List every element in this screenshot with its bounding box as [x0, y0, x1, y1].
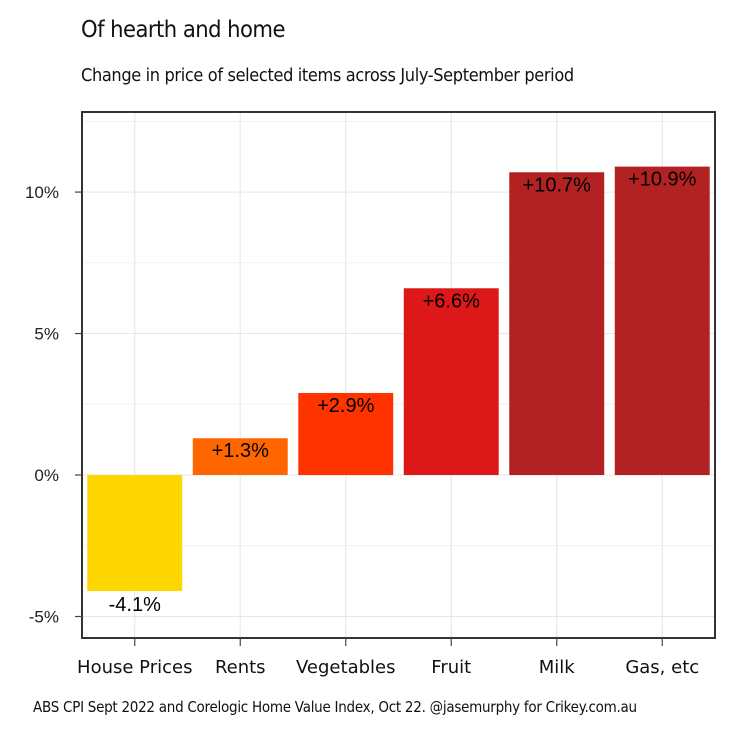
chart-subtitle: Change in price of selected items across… — [81, 65, 574, 86]
x-tick-label: Fruit — [431, 657, 471, 678]
data-label: +6.6% — [423, 290, 480, 312]
bar-milk — [509, 172, 605, 476]
bar-rents — [192, 438, 288, 476]
x-tick-label: House Prices — [77, 657, 192, 678]
data-label: +1.3% — [212, 440, 269, 462]
data-label: +10.9% — [628, 169, 697, 191]
x-tick-label: Milk — [539, 657, 576, 678]
chart-title: Of hearth and home — [81, 17, 286, 43]
x-tick-label: Vegetables — [296, 657, 395, 678]
data-label: +10.7% — [523, 174, 592, 196]
x-tick-label: Gas, etc — [625, 657, 699, 678]
bars — [87, 166, 710, 592]
bar-house-prices — [87, 475, 183, 592]
y-tick-label: -5% — [29, 607, 59, 626]
y-axis: -5% 0% 5% 10% — [25, 183, 82, 626]
data-labels: -4.1% +1.3% +2.9% +6.6% +10.7% +10.9% — [109, 169, 697, 616]
chart-caption: ABS CPI Sept 2022 and Corelogic Home Val… — [33, 698, 637, 716]
y-tick-label: 5% — [34, 325, 59, 344]
x-axis: House Prices Rents Vegetables Fruit Milk Gas,… — [77, 638, 699, 678]
bar-vegetables — [298, 392, 394, 476]
data-label: -4.1% — [109, 594, 161, 616]
x-tick-label: Rents — [215, 657, 266, 678]
bar-gas-etc — [614, 166, 710, 476]
y-tick-label: 10% — [25, 183, 59, 202]
plot-panel-border — [81, 111, 716, 639]
data-label: +2.9% — [317, 395, 374, 417]
y-tick-label: 0% — [34, 466, 59, 485]
bar-fruit — [403, 288, 499, 476]
